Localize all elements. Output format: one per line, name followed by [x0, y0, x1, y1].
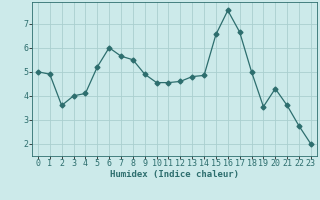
X-axis label: Humidex (Indice chaleur): Humidex (Indice chaleur): [110, 170, 239, 179]
